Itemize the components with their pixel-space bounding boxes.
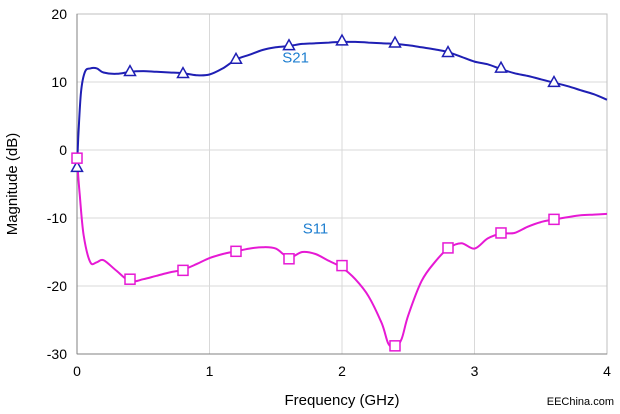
s21-marker (282, 38, 296, 51)
watermark: EEChina.com (547, 396, 614, 408)
series-annotation: S21 (282, 49, 309, 66)
s11-marker (495, 227, 507, 239)
y-axis-title: Magnitude (dB) (4, 133, 21, 236)
s21-marker (441, 45, 455, 58)
x-tick-label: 3 (471, 363, 479, 379)
grid (76, 13, 608, 355)
marker-layer (70, 33, 561, 352)
series-layer (76, 40, 608, 349)
x-tick-label: 2 (338, 363, 346, 379)
s11-marker (230, 245, 242, 258)
plot-frame (76, 13, 608, 355)
x-tick-label: 0 (73, 363, 81, 379)
s11-line (76, 158, 608, 349)
s11-marker (336, 259, 348, 272)
s11-marker (124, 273, 136, 285)
x-tick-label: 1 (206, 363, 214, 379)
s21-line (76, 40, 608, 168)
x-axis-title: Frequency (GHz) (284, 392, 399, 409)
series-annotation: S11 (303, 221, 329, 238)
s11-marker (71, 152, 83, 164)
s11-marker (442, 242, 454, 254)
y-tick-label: 10 (51, 74, 67, 90)
y-tick-label: 20 (51, 6, 67, 22)
y-tick-label: 0 (59, 142, 67, 158)
s21-marker (388, 35, 402, 48)
s11-marker (283, 253, 295, 265)
s21-marker (494, 60, 508, 73)
tick-labels: 20 10 0 -10 -20 -30 0 1 2 3 4 (47, 6, 611, 379)
x-tick-label: 4 (603, 363, 611, 379)
s11-marker (548, 213, 560, 226)
y-tick-label: -10 (47, 210, 67, 226)
s21-marker (229, 51, 243, 65)
y-tick-label: -30 (47, 346, 67, 362)
s21-marker (176, 66, 190, 79)
s11-marker (177, 264, 189, 277)
s21-marker (123, 64, 137, 77)
y-tick-label: -20 (47, 278, 67, 294)
annotations: S21 S11 (282, 49, 328, 237)
s21-marker (547, 74, 561, 88)
s11-marker (389, 340, 401, 352)
s21-marker (70, 159, 84, 173)
s21-marker (335, 33, 349, 46)
